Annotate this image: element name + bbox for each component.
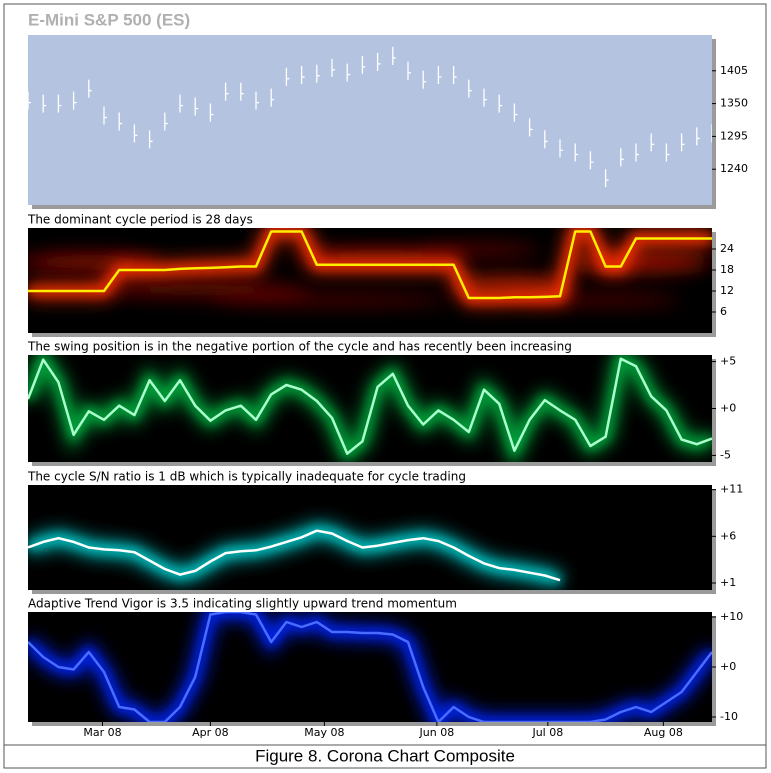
y-tick-label: +0 — [720, 660, 736, 673]
y-tick-label: -10 — [720, 710, 738, 723]
y-tick-label: 1405 — [720, 64, 748, 77]
y-tick-label: 6 — [720, 305, 727, 318]
line — [28, 529, 561, 582]
plot — [28, 46, 712, 188]
y-tick-label: +5 — [720, 355, 736, 368]
y-tick-label: +6 — [720, 529, 736, 542]
panel-background — [28, 485, 712, 590]
plot — [28, 228, 712, 306]
panel-title: The dominant cycle period is 28 days — [27, 213, 253, 227]
panel-title: The cycle S/N ratio is 1 dB which is typ… — [27, 470, 466, 484]
plot — [28, 522, 563, 588]
y-tick-label: 18 — [720, 263, 734, 276]
plot — [28, 355, 712, 462]
line — [28, 612, 712, 722]
main-title: E-Mini S&P 500 (ES) — [28, 10, 190, 29]
x-tick-label: May 08 — [304, 726, 344, 739]
y-tick-label: +10 — [720, 610, 743, 623]
y-tick-label: 1350 — [720, 97, 748, 110]
caption: Figure 8. Corona Chart Composite — [255, 746, 515, 765]
x-tick-label: Aug 08 — [644, 726, 683, 739]
plot — [28, 612, 712, 722]
panel-title: The swing position is in the negative po… — [27, 340, 572, 354]
x-tick-label: Jun 08 — [419, 726, 455, 739]
y-tick-label: +11 — [720, 483, 743, 496]
y-tick-label: 12 — [720, 284, 734, 297]
y-tick-label: 1240 — [720, 162, 748, 175]
x-tick-label: Mar 08 — [83, 726, 121, 739]
x-tick-label: Jul 08 — [531, 726, 563, 739]
y-tick-label: 1295 — [720, 129, 748, 142]
y-tick-label: +0 — [720, 402, 736, 415]
panel-title: Adaptive Trend Vigor is 3.5 indicating s… — [28, 597, 457, 611]
line — [28, 230, 712, 300]
line — [28, 357, 712, 455]
y-tick-label: +1 — [720, 576, 736, 589]
y-tick-label: -5 — [720, 448, 731, 461]
y-tick-label: 24 — [720, 242, 734, 255]
panel-background — [28, 228, 712, 333]
panel-background — [28, 35, 712, 205]
x-tick-label: Apr 08 — [192, 726, 229, 739]
